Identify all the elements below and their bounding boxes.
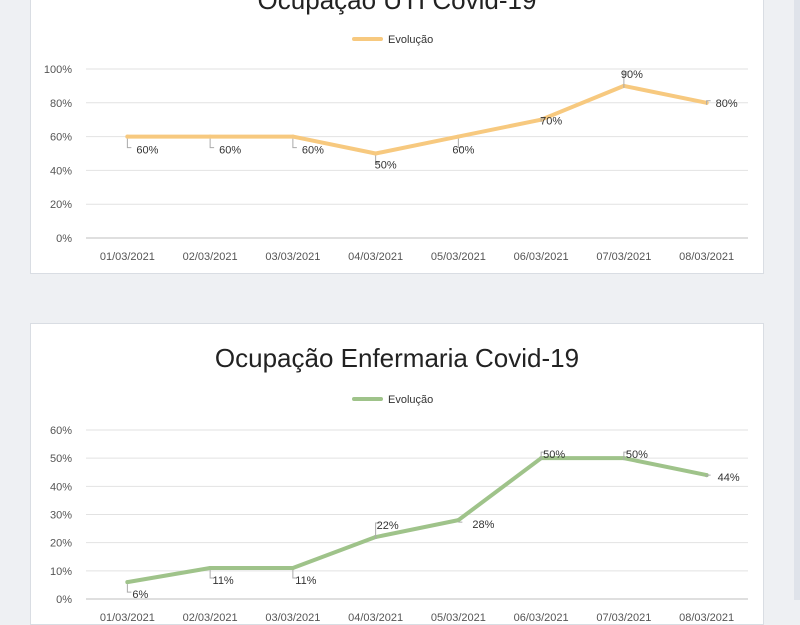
series-line <box>125 456 709 585</box>
data-label: 50% <box>626 449 648 461</box>
data-labels: 60% 60% 60% 50% 60% 70% 90% 80% <box>126 69 738 172</box>
y-axis-ticks: 0% 20% 40% 60% 80% 100% <box>44 64 72 245</box>
x-tick-label: 01/03/2021 <box>100 251 155 263</box>
legend-label: Evolução <box>388 34 433 46</box>
label-leader <box>292 138 297 149</box>
data-label: 60% <box>452 145 474 157</box>
data-label: 50% <box>375 160 397 172</box>
data-label: 60% <box>302 145 324 157</box>
series-polyline <box>125 83 709 156</box>
y-tick-label: 60% <box>50 132 72 144</box>
data-labels: 6% 11% 11% 22% 28% 50% 50% 44% <box>126 449 740 601</box>
x-tick-label: 07/03/2021 <box>596 612 651 624</box>
label-leader <box>375 155 380 163</box>
y-tick-label: 100% <box>44 64 72 76</box>
label-leader <box>292 570 297 579</box>
data-point <box>125 134 130 139</box>
x-axis-ticks: 01/03/2021 02/03/2021 03/03/2021 04/03/2021… <box>100 251 734 263</box>
y-tick-label: 60% <box>50 425 72 437</box>
y-tick-label: 0% <box>56 594 72 606</box>
gridlines <box>86 429 748 600</box>
data-label: 50% <box>543 449 565 461</box>
label-leader <box>540 451 546 461</box>
y-tick-label: 50% <box>50 453 72 465</box>
y-tick-label: 10% <box>50 566 72 578</box>
y-axis-ticks: 0% 10% 20% 30% 40% 50% 60% <box>50 425 72 606</box>
data-label: 90% <box>621 69 643 81</box>
data-point <box>290 566 295 571</box>
label-leader <box>209 570 215 579</box>
series-polyline <box>125 456 709 585</box>
data-label: 44% <box>718 472 740 484</box>
y-tick-label: 40% <box>50 165 72 177</box>
window-edge <box>794 0 800 600</box>
label-leader <box>457 138 463 149</box>
label-leader <box>126 138 132 149</box>
legend-label: Evolução <box>388 394 433 406</box>
data-label: 22% <box>377 520 399 532</box>
x-tick-label: 08/03/2021 <box>679 612 734 624</box>
label-leader <box>623 451 628 461</box>
chart-card-enfermaria: Ocupação Enfermaria Covid-19 Evolução 0%… <box>30 323 764 625</box>
data-label: 11% <box>295 575 316 587</box>
data-point <box>208 566 213 571</box>
x-tick-label: 03/03/2021 <box>265 251 320 263</box>
y-tick-label: 0% <box>56 233 72 245</box>
label-leader <box>706 100 711 105</box>
chart-card-uti: Ocupação UTI Covid-19 Evolução 0% 20% 40% 6… <box>30 0 764 274</box>
label-leader <box>126 584 132 593</box>
data-point <box>208 134 213 139</box>
data-label: 6% <box>132 589 148 601</box>
data-point <box>373 151 378 156</box>
gridlines <box>86 68 748 239</box>
x-tick-label: 06/03/2021 <box>514 612 569 624</box>
x-axis-ticks: 01/03/2021 02/03/2021 03/03/2021 04/03/2021… <box>100 612 734 624</box>
x-tick-label: 02/03/2021 <box>183 612 238 624</box>
label-leader <box>706 474 711 478</box>
x-tick-label: 03/03/2021 <box>265 612 320 624</box>
label-leader <box>209 138 215 149</box>
label-leader <box>623 71 628 88</box>
uti-chart: Ocupação UTI Covid-19 Evolução 0% 20% 40% 6… <box>44 0 748 263</box>
x-tick-label: 05/03/2021 <box>431 612 486 624</box>
data-point <box>456 134 461 139</box>
data-point <box>456 518 461 523</box>
x-tick-label: 07/03/2021 <box>596 251 651 263</box>
label-leader <box>375 522 380 540</box>
enfermaria-chart: Ocupação Enfermaria Covid-19 Evolução 0%… <box>50 343 748 624</box>
x-tick-label: 01/03/2021 <box>100 612 155 624</box>
y-tick-label: 80% <box>50 98 72 110</box>
y-tick-label: 40% <box>50 481 72 493</box>
data-label: 80% <box>716 98 738 110</box>
series-line <box>125 83 709 156</box>
data-label: 60% <box>219 145 241 157</box>
x-tick-label: 04/03/2021 <box>348 251 403 263</box>
chart-title: Ocupação UTI Covid-19 <box>258 0 537 15</box>
data-label: 11% <box>213 575 234 587</box>
data-label: 60% <box>136 145 158 157</box>
x-tick-label: 08/03/2021 <box>679 251 734 263</box>
data-label: 70% <box>540 116 562 128</box>
y-tick-label: 30% <box>50 510 72 522</box>
x-tick-label: 02/03/2021 <box>183 251 238 263</box>
data-point <box>125 580 130 585</box>
y-tick-label: 20% <box>50 199 72 211</box>
chart-title: Ocupação Enfermaria Covid-19 <box>215 343 579 373</box>
x-tick-label: 05/03/2021 <box>431 251 486 263</box>
x-tick-label: 04/03/2021 <box>348 612 403 624</box>
data-point <box>290 134 295 139</box>
x-tick-label: 06/03/2021 <box>514 251 569 263</box>
data-label: 28% <box>472 519 494 531</box>
y-tick-label: 20% <box>50 538 72 550</box>
label-leader <box>540 118 546 122</box>
